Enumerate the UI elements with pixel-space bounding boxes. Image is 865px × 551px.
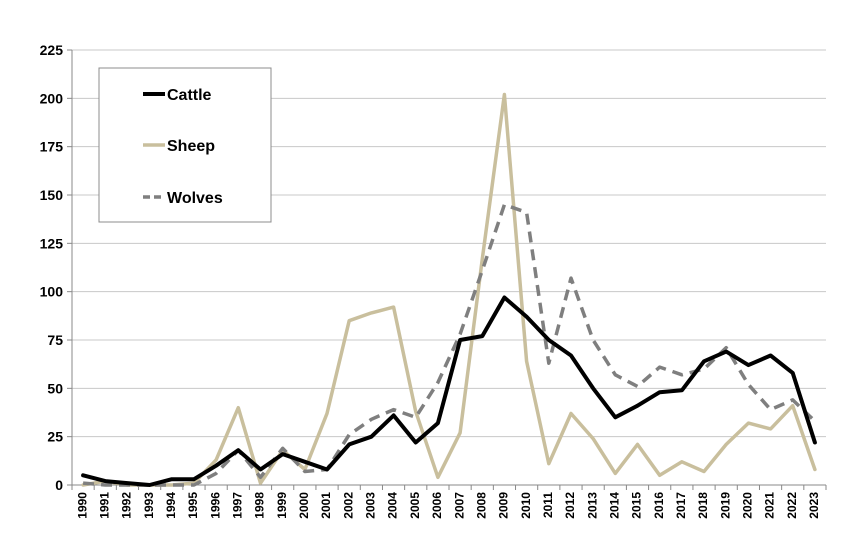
x-tick-label: 2021	[763, 492, 777, 519]
x-tick-label: 2004	[386, 492, 400, 519]
x-tick-label: 2007	[452, 492, 466, 519]
y-tick-label: 200	[40, 90, 64, 106]
x-tick-label: 2023	[807, 492, 821, 519]
y-tick-label: 150	[40, 187, 64, 203]
x-tick-label: 2011	[541, 492, 555, 518]
x-tick-label: 2015	[630, 492, 644, 519]
legend-label-cattle: Cattle	[167, 87, 212, 104]
x-tick-label: 2019	[718, 492, 732, 519]
x-tick-label: 1997	[230, 492, 244, 519]
legend: Cattle Sheep Wolves	[98, 67, 272, 223]
x-tick-label: 1999	[275, 492, 289, 519]
y-tick-label: 50	[47, 380, 63, 396]
x-tick-label: 2010	[519, 492, 533, 519]
x-tick-label: 2003	[364, 492, 378, 519]
axes: 0 25 50 75 100 125 150 175 200 225 1990 1991 1992 199…	[40, 42, 827, 519]
x-tick-label: 2022	[785, 492, 799, 519]
y-tick-label: 100	[40, 284, 64, 300]
y-tick-label: 0	[55, 477, 63, 493]
x-tick-label: 2002	[341, 492, 355, 519]
x-tick-label: 1996	[208, 492, 222, 519]
y-tick-label: 225	[40, 42, 64, 58]
series-line-cattle	[81, 295, 817, 487]
x-tick-label: 2012	[563, 492, 577, 519]
x-tick-label: 1992	[120, 492, 134, 519]
x-tick-label: 1990	[75, 492, 89, 519]
x-tick-label: 2017	[674, 492, 688, 519]
x-tick-label: 2014	[607, 492, 621, 519]
x-tick-label: 1993	[142, 492, 156, 519]
x-tick-label: 2013	[585, 492, 599, 519]
y-tick-label: 175	[40, 139, 64, 155]
x-tick-label: 1994	[164, 492, 178, 519]
series-lines	[81, 92, 817, 487]
x-tick-label: 2001	[319, 492, 333, 519]
x-tick-label: 2016	[652, 492, 666, 519]
x-tick-label: 2018	[696, 492, 710, 519]
y-tick-label: 125	[40, 235, 64, 251]
legend-label-wolves: Wolves	[167, 190, 223, 207]
y-tick-label: 75	[47, 332, 63, 348]
x-tick-label: 1995	[186, 492, 200, 519]
x-tick-label: 1991	[97, 492, 111, 519]
x-tick-label: 2020	[741, 492, 755, 519]
x-tick-label: 2006	[430, 492, 444, 519]
x-tick-label: 2000	[297, 492, 311, 519]
legend-box	[98, 67, 272, 223]
series-line-wolves	[82, 202, 817, 487]
y-tick-label: 25	[47, 429, 63, 445]
x-tick-label: 2005	[408, 492, 422, 519]
legend-label-sheep: Sheep	[167, 138, 215, 155]
x-tick-label: 2009	[497, 492, 511, 519]
x-tick-label: 2008	[474, 492, 488, 519]
x-tick-label: 1998	[253, 492, 267, 519]
